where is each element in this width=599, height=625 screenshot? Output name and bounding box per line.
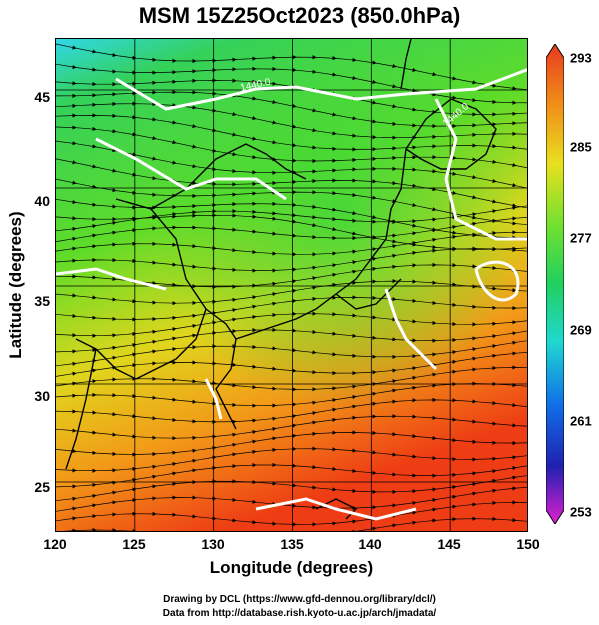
y-axis-label: Latitude (degrees) <box>6 211 25 359</box>
credit-drawing: Drawing by DCL (https://www.gfd-dennou.o… <box>163 594 436 605</box>
x-tick-label: 130 <box>201 536 225 552</box>
x-tick-label: 125 <box>122 536 146 552</box>
colorbar-tick: 277 <box>570 230 592 246</box>
colorbar-tick: 285 <box>570 139 592 155</box>
x-tick-label: 140 <box>358 536 382 552</box>
x-tick-label: 135 <box>280 536 304 552</box>
colorbar-tick: 253 <box>570 504 592 520</box>
y-tick-label: 45 <box>34 89 50 105</box>
x-tick-label: 145 <box>437 536 461 552</box>
y-tick-label: 30 <box>34 388 50 404</box>
colorbar-tick: 269 <box>570 322 592 338</box>
x-tick-label: 120 <box>43 536 67 552</box>
colorbar-tick: 293 <box>570 50 592 66</box>
streamline <box>56 516 527 531</box>
y-tick-label: 40 <box>34 193 50 209</box>
map-plot: 1440.0 1440.0 <box>55 38 528 532</box>
map-svg: 1440.0 1440.0 <box>56 39 527 531</box>
colorbar <box>546 44 564 524</box>
colorbar-tick: 261 <box>570 413 592 429</box>
y-tick-label: 25 <box>34 479 50 495</box>
chart-title: MSM 15Z25Oct2023 (850.0hPa) <box>138 3 461 28</box>
temperature-contours <box>56 68 527 521</box>
wind-streamlines <box>56 41 527 531</box>
x-tick-label: 150 <box>516 536 540 552</box>
credit-data: Data from http://database.rish.kyoto-u.a… <box>162 608 437 619</box>
y-tick-label: 35 <box>34 293 50 309</box>
coastlines <box>65 39 497 520</box>
x-axis-label: Longitude (degrees) <box>209 558 374 577</box>
